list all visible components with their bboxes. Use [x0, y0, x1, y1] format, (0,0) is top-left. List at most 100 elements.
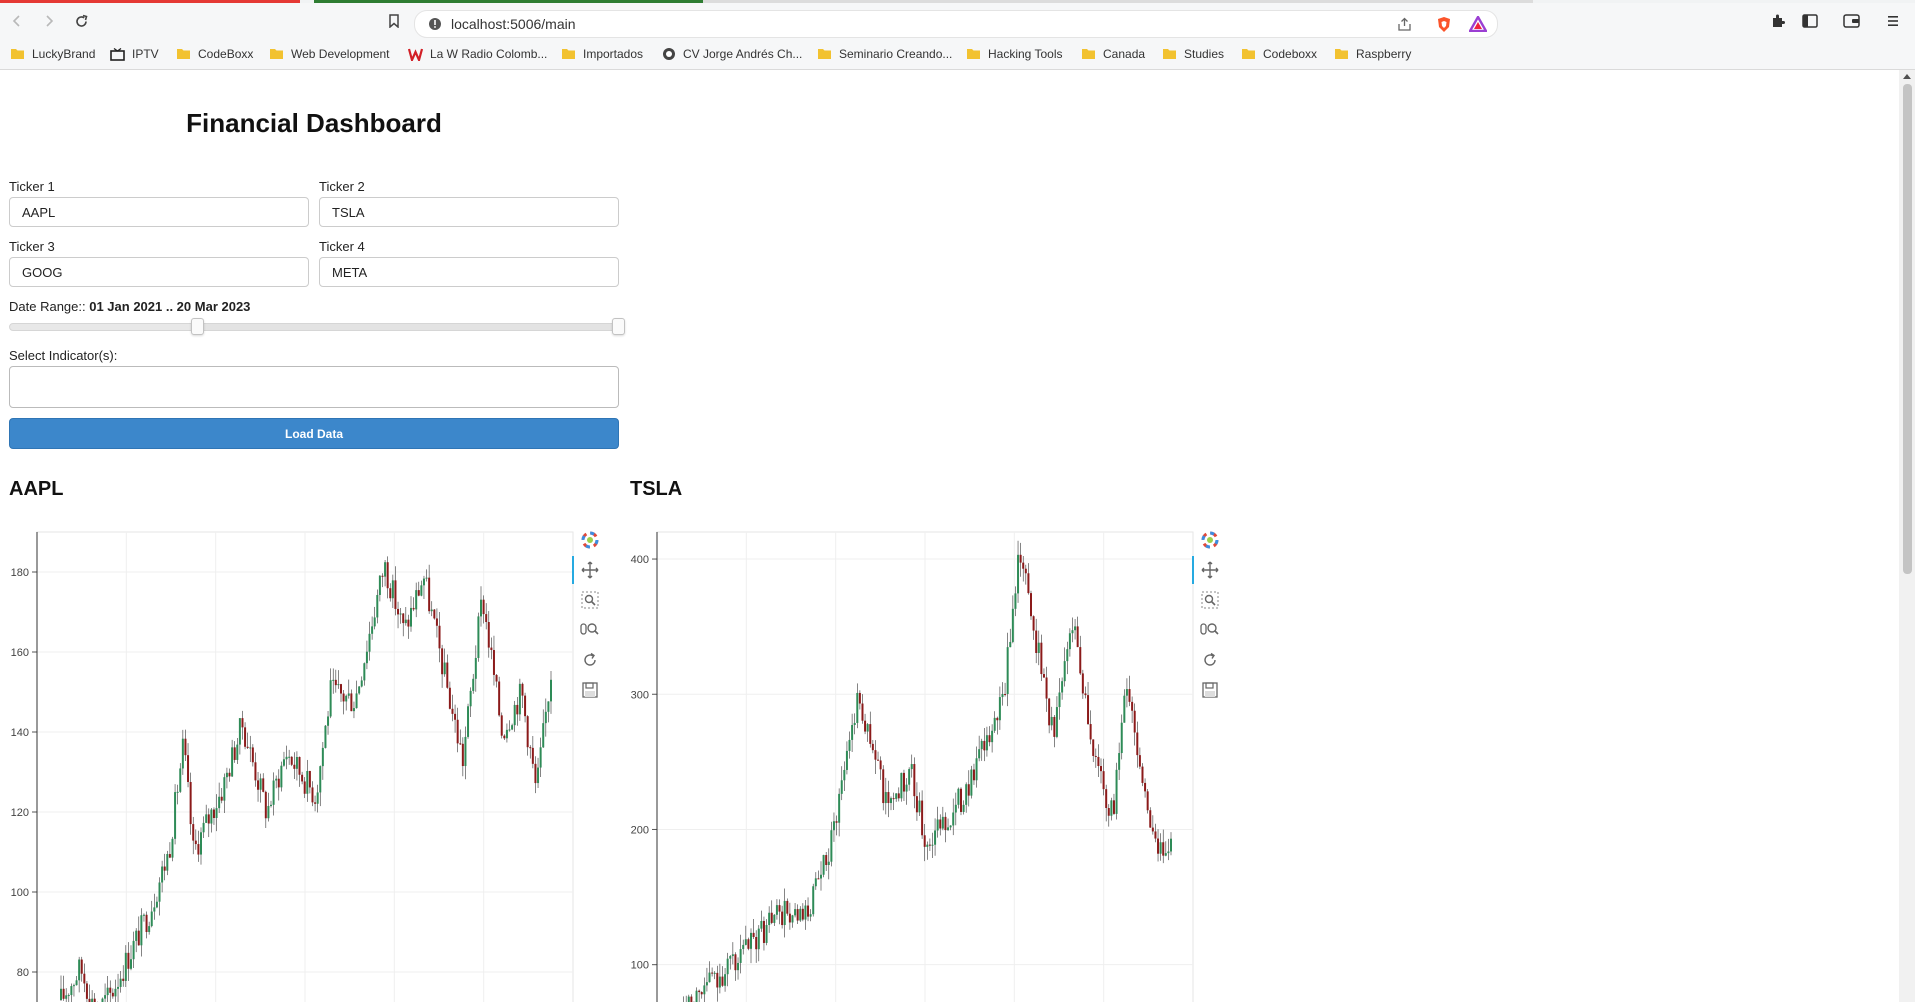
candle-body: [407, 619, 410, 627]
candle-body: [257, 780, 260, 790]
candle-body: [1071, 630, 1074, 634]
candle-body: [249, 747, 252, 749]
tab-indicator[interactable]: [314, 0, 703, 3]
candle-body: [1154, 831, 1157, 839]
reset-tool-icon[interactable]: [1200, 650, 1220, 670]
folder-icon: [1241, 48, 1256, 60]
candle-body: [238, 718, 241, 745]
bookmark-item[interactable]: Importados: [561, 44, 643, 64]
reload-button[interactable]: [70, 10, 92, 32]
bookmark-item[interactable]: Raspberry: [1334, 44, 1411, 64]
aapl-candlestick-chart[interactable]: 80 100 120 140 160 180: [0, 530, 578, 1002]
candle-body: [726, 958, 729, 975]
candle-body: [884, 792, 887, 804]
bookmark-item[interactable]: LuckyBrand: [10, 44, 95, 64]
reset-tool-icon[interactable]: [580, 650, 600, 670]
candle-body: [386, 562, 389, 589]
tab-indicator[interactable]: [703, 0, 1533, 3]
candle-body: [85, 983, 88, 999]
candle-body: [747, 939, 750, 949]
ticker-1-input[interactable]: [9, 197, 309, 227]
tab-indicator[interactable]: [0, 0, 300, 3]
date-range-start-handle[interactable]: [191, 318, 205, 335]
brave-shields-icon[interactable]: [1435, 15, 1453, 33]
share-icon[interactable]: [1395, 15, 1413, 33]
candle-body: [791, 915, 794, 923]
bookmark-item[interactable]: Codeboxx: [1241, 44, 1317, 64]
extensions-icon[interactable]: [1768, 11, 1788, 31]
candle-body: [996, 717, 999, 721]
candle-body: [430, 609, 433, 612]
forward-button[interactable]: [38, 10, 60, 32]
candle-body: [137, 930, 140, 946]
candle-body: [334, 679, 337, 686]
bookmark-item[interactable]: Web Development: [269, 44, 390, 64]
ticker-2-input[interactable]: [319, 197, 619, 227]
scrollbar-thumb[interactable]: [1903, 84, 1912, 574]
candle-body: [275, 778, 278, 781]
candle-body: [363, 663, 366, 681]
pan-tool-icon[interactable]: [1200, 560, 1220, 580]
candle-body: [812, 886, 815, 915]
candle-body: [308, 770, 311, 788]
bookmark-item[interactable]: Hacking Tools: [966, 44, 1062, 64]
ticker-4-input[interactable]: [319, 257, 619, 287]
candle-body: [197, 844, 200, 855]
page-scrollbar[interactable]: [1899, 70, 1915, 1002]
candle-body: [832, 821, 835, 831]
bookmark-item[interactable]: CodeBoxx: [176, 44, 253, 64]
candle-body: [931, 844, 934, 846]
folder-icon: [176, 48, 191, 60]
candle-body: [856, 692, 859, 723]
candle-body: [788, 913, 791, 923]
bookmark-item[interactable]: La W Radio Colomb...: [408, 44, 547, 64]
wheel-zoom-tool-icon[interactable]: [1200, 620, 1220, 640]
pan-tool-icon[interactable]: [580, 560, 600, 580]
wheel-zoom-tool-icon[interactable]: [580, 620, 600, 640]
brave-rewards-icon[interactable]: [1469, 15, 1487, 33]
indicator-multiselect[interactable]: [9, 366, 619, 408]
load-data-button[interactable]: Load Data: [9, 418, 619, 449]
site-info-icon[interactable]: [426, 15, 444, 33]
date-range-end-handle[interactable]: [612, 318, 625, 335]
save-tool-icon[interactable]: [580, 680, 600, 700]
ticker-3-input[interactable]: [9, 257, 309, 287]
candle-body: [1141, 766, 1144, 783]
bookmark-page-button[interactable]: [383, 10, 405, 32]
candle-body: [1159, 842, 1162, 854]
bokeh-logo-icon[interactable]: [580, 530, 600, 550]
forward-arrow-icon: [46, 15, 54, 27]
wallet-icon[interactable]: [1841, 11, 1861, 31]
tsla-candlestick-chart[interactable]: 100 200 300 400: [620, 530, 1198, 1002]
candle-body: [327, 716, 330, 726]
bookmark-item[interactable]: Seminario Creando...: [817, 44, 952, 64]
browser-toolbar: localhost:5006/main: [0, 3, 1915, 39]
bookmarks-bar: LuckyBrand IPTV CodeBoxx Web Development…: [0, 39, 1915, 70]
candle-body: [114, 988, 117, 997]
bookmark-item[interactable]: IPTV: [110, 44, 159, 64]
save-tool-icon[interactable]: [1200, 680, 1220, 700]
candle-body: [954, 804, 957, 813]
candle-body: [957, 788, 960, 805]
candle-body: [695, 990, 698, 1002]
folder-icon: [561, 48, 576, 60]
w-radio-icon: [408, 48, 423, 61]
menu-icon[interactable]: [1883, 11, 1903, 31]
candle-body: [412, 607, 415, 610]
candle-body: [233, 747, 236, 760]
sidebar-icon[interactable]: [1800, 11, 1820, 31]
candle-body: [765, 925, 768, 943]
back-arrow-icon: [12, 15, 20, 27]
candle-body: [1089, 724, 1092, 740]
box-zoom-tool-icon[interactable]: [580, 590, 600, 610]
scroll-up-arrow-icon[interactable]: [1903, 74, 1911, 79]
bookmark-item[interactable]: CV Jorge Andrés Ch...: [662, 44, 802, 64]
box-zoom-tool-icon[interactable]: [1200, 590, 1220, 610]
candle-body: [869, 724, 872, 744]
back-button[interactable]: [6, 10, 28, 32]
bokeh-logo-icon[interactable]: [1200, 530, 1220, 550]
bookmark-item[interactable]: Studies: [1162, 44, 1224, 64]
address-bar[interactable]: localhost:5006/main: [414, 10, 1498, 38]
date-range-value: 01 Jan 2021 .. 20 Mar 2023: [89, 299, 251, 314]
bookmark-item[interactable]: Canada: [1081, 44, 1145, 64]
